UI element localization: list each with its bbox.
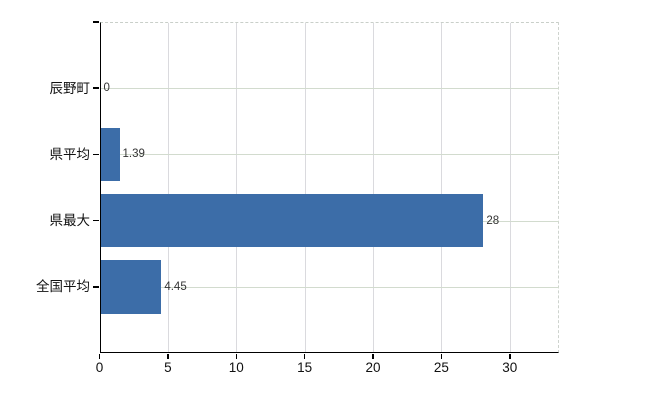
y-tick-mark [93, 219, 99, 222]
x-gridline [304, 23, 306, 352]
axis-top-tick [93, 21, 99, 23]
x-tick-label: 30 [502, 360, 518, 375]
x-gridline [167, 23, 169, 352]
x-gridline [509, 23, 511, 352]
bar-3 [100, 193, 484, 248]
bar-4 [100, 260, 162, 314]
x-tick-label: 10 [228, 360, 244, 375]
x-tick-label: 0 [95, 360, 104, 375]
bar-value-label: 1.39 [122, 148, 145, 161]
y-tick-label: 県最大 [49, 213, 91, 229]
x-tick-mark [372, 353, 374, 359]
y-gridline [100, 154, 559, 156]
bar-value-label: 28 [486, 214, 500, 227]
x-tick-label: 5 [164, 360, 172, 375]
x-gridline [236, 23, 238, 352]
x-tick-mark [509, 353, 511, 359]
y-gridline [100, 286, 559, 288]
y-tick-mark [93, 286, 99, 288]
x-tick-mark [440, 353, 443, 359]
bar-value-label: 0 [103, 82, 110, 95]
x-tick-mark [98, 353, 101, 359]
bar-2 [100, 127, 120, 182]
y-tick-label: 県平均 [49, 146, 91, 162]
y-tick-mark [93, 153, 99, 156]
x-gridline [373, 23, 374, 352]
y-gridline [100, 88, 559, 90]
x-gridline [441, 23, 443, 352]
y-tick-mark [93, 87, 99, 89]
y-tick-label: 全国平均 [36, 279, 90, 295]
bar-value-label: 4.45 [164, 280, 187, 293]
x-tick-mark [303, 353, 306, 359]
x-tick-label: 20 [365, 360, 381, 375]
x-tick-mark [235, 353, 237, 359]
x-tick-label: 25 [433, 360, 449, 375]
x-tick-mark [167, 353, 169, 359]
plot-area [99, 22, 559, 353]
y-tick-label: 辰野町 [49, 80, 91, 96]
x-tick-label: 15 [297, 360, 313, 375]
